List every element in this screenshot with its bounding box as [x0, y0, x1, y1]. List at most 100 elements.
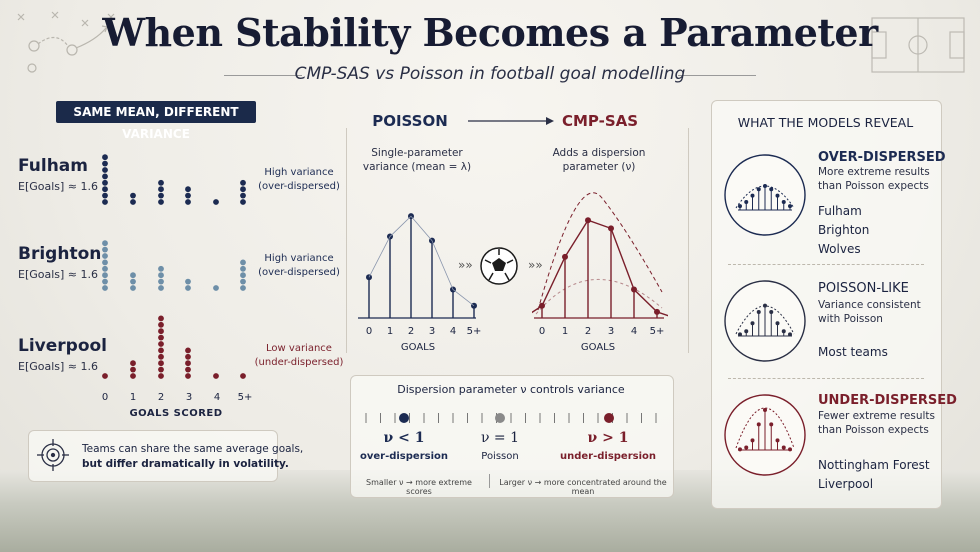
icon2-point-8: [788, 447, 792, 452]
dot-liverpool-2-0: [158, 373, 164, 379]
cmp-x-tick-2: 2: [584, 326, 592, 337]
marker-poisson: [495, 413, 505, 423]
marker-label-poisson: Poisson: [481, 451, 519, 462]
icon2-point-3: [756, 422, 761, 427]
variance-label-fulham: High variance (over-dispersed): [258, 167, 340, 192]
dot-liverpool-1-1: [130, 366, 136, 373]
dot-brighton-4-0: [213, 285, 219, 291]
dot-brighton-2-1: [158, 278, 164, 285]
dot-fulham-5-0: [240, 199, 246, 205]
icon2-point-5: [769, 422, 774, 427]
dot-liverpool-1-2: [130, 360, 136, 367]
dot-liverpool-0-0: [102, 373, 108, 379]
dot-brighton-2-0: [158, 285, 164, 291]
chevron-left-icon: »»: [458, 258, 473, 272]
section-teams-poisson: Most teams: [818, 345, 888, 359]
note-box: [28, 430, 278, 482]
dot-fulham-2-1: [158, 192, 164, 199]
marker-over-dispersion: [399, 413, 409, 423]
section-divider-2: [728, 378, 924, 379]
mid-divider-right: [688, 128, 689, 353]
cmpChart-envelope-lower: [535, 278, 663, 315]
section-head-poisson: POISSON-LIKE: [818, 281, 909, 296]
left-x-tick-4: 4: [213, 392, 221, 403]
dispersion-scale: [365, 413, 657, 423]
cmp-x-label: GOALS: [580, 342, 616, 353]
poisson-description: Single-parameter variance (mean = λ): [362, 147, 472, 173]
poisson-like-icon: [724, 280, 806, 362]
cmp-description: Adds a dispersion parameter (ν): [552, 147, 646, 173]
poisson-x-tick-5: 5+: [466, 326, 482, 337]
icon2-point-0: [738, 447, 742, 452]
poisson-x-tick-3: 3: [428, 326, 436, 337]
dispersion-panel: [350, 375, 674, 498]
dot-liverpool-2-4: [158, 347, 164, 354]
tactics-sketch-icon: [17, 11, 115, 73]
dot-fulham-0-4: [102, 173, 108, 180]
dot-brighton-0-0: [102, 285, 108, 291]
dot-brighton-5-3: [240, 265, 246, 272]
team-name-fulham: Fulham: [18, 156, 88, 176]
icon2-curve: [735, 407, 795, 449]
footnote-right: Larger ν → more concentrated around the …: [499, 478, 667, 496]
poisson-x-tick-4: 4: [449, 326, 457, 337]
page-subtitle: CMP-SAS vs Poisson in football goal mode…: [294, 64, 686, 84]
dot-fulham-2-2: [158, 186, 164, 193]
dot-brighton-5-1: [240, 278, 246, 285]
icon2-point-7: [781, 445, 786, 450]
cmp-x-tick-0: 0: [538, 326, 546, 337]
dot-brighton-5-4: [240, 259, 246, 266]
dot-brighton-2-2: [158, 272, 164, 279]
subtitle-rule-left: [224, 75, 302, 76]
note-text: Teams can share the same average goals, b…: [82, 443, 304, 470]
dot-fulham-3-0: [185, 199, 191, 205]
left-x-tick-3: 3: [185, 392, 193, 403]
section-divider-1: [728, 264, 924, 265]
dot-fulham-1-0: [130, 199, 136, 205]
dot-liverpool-2-1: [158, 366, 164, 373]
dot-liverpool-5-0: [240, 373, 246, 379]
dot-fulham-2-0: [158, 199, 164, 205]
dispersion-title: Dispersion parameter ν controls variance: [397, 383, 625, 396]
icon1-point-3: [756, 310, 761, 314]
arrow-icon: [468, 117, 554, 125]
icon1-point-7: [781, 329, 786, 334]
dot-brighton-0-4: [102, 259, 108, 266]
section-head-over: OVER-DISPERSED: [818, 150, 946, 165]
dot-brighton-0-3: [102, 265, 108, 272]
poisson-x-tick-0: 0: [365, 326, 373, 337]
dot-brighton-2-3: [158, 265, 164, 272]
dot-brighton-0-5: [102, 253, 108, 259]
dot-fulham-1-1: [130, 192, 136, 199]
cmp-x-tick-4: 4: [630, 326, 638, 337]
icon0-point-1: [744, 200, 749, 204]
marker-label-over: over-dispersion: [359, 451, 449, 462]
left-x-tick-2: 2: [157, 392, 165, 403]
poisson-x-label: GOALS: [400, 342, 436, 353]
icon0-point-0: [738, 204, 742, 209]
dot-brighton-0-6: [102, 246, 108, 253]
dot-liverpool-4-0: [213, 373, 219, 379]
cmp-chart: [532, 192, 668, 319]
icon1-point-8: [788, 332, 792, 337]
dot-liverpool-1-0: [130, 373, 136, 379]
icon1-point-5: [769, 310, 774, 314]
section-desc-under: Fewer extreme results than Poisson expect…: [818, 410, 935, 436]
footnote-divider: [489, 474, 490, 488]
page-title: When Stability Becomes a Parameter: [102, 10, 878, 55]
dot-brighton-3-1: [185, 278, 191, 285]
marker-under-dispersion: [604, 413, 614, 423]
icon0-point-2: [750, 193, 755, 198]
goal-dot-plots: [102, 154, 246, 379]
icon1-point-4: [763, 303, 767, 308]
dot-brighton-0-2: [102, 272, 108, 279]
dot-liverpool-2-3: [158, 353, 164, 360]
dot-brighton-1-1: [130, 278, 136, 285]
dot-liverpool-2-9: [158, 315, 164, 322]
dot-liverpool-2-2: [158, 360, 164, 367]
dot-fulham-5-2: [240, 186, 246, 193]
team-name-brighton: Brighton: [18, 244, 102, 264]
icon1-point-1: [744, 329, 749, 334]
icon1-curve: [735, 305, 795, 335]
icon1-point-0: [738, 332, 742, 337]
